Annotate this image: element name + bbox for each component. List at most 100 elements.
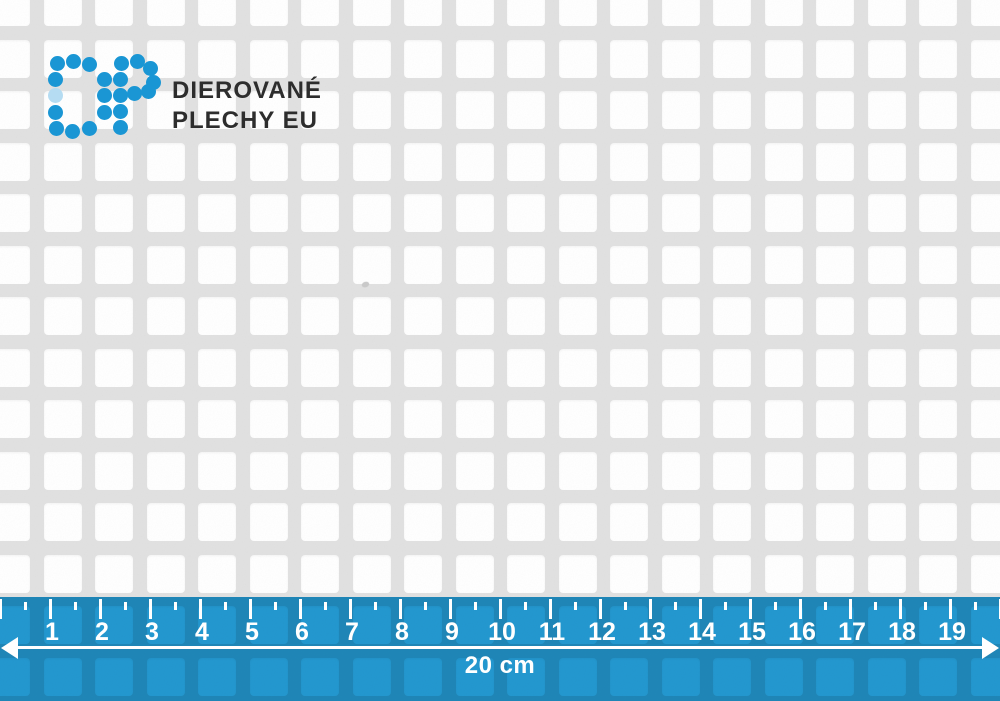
ruler-number: 8	[395, 618, 409, 646]
sheet-hole	[661, 194, 700, 232]
ruler-number: 4	[195, 618, 209, 646]
sheet-hole	[867, 194, 906, 232]
sheet-hole	[352, 503, 391, 541]
sheet-hole	[95, 194, 133, 232]
ruler-number: 2	[95, 618, 109, 646]
logo-dot	[142, 60, 158, 76]
sheet-hole	[816, 0, 854, 26]
ruler-major-tick	[998, 599, 1000, 619]
sheet-hole	[610, 348, 648, 387]
sheet-hole	[95, 142, 133, 181]
logo-dot	[49, 55, 65, 71]
sheet-hole	[352, 0, 391, 26]
sheet-hole	[919, 194, 957, 232]
sheet-hole	[558, 503, 597, 541]
sheet-hole	[816, 142, 854, 181]
sheet-hole	[249, 142, 288, 181]
ruler-number: 12	[588, 618, 616, 646]
logo-dot	[112, 119, 128, 135]
sheet-hole	[661, 297, 700, 335]
sheet-hole	[0, 142, 30, 181]
ruler-major-tick	[548, 599, 552, 619]
ruler-minor-tick	[923, 602, 927, 610]
sheet-hole	[919, 142, 957, 181]
sheet-hole	[661, 503, 700, 541]
sheet-hole	[713, 194, 751, 232]
sheet-hole	[455, 39, 494, 78]
sheet-hole	[198, 554, 236, 593]
sheet-hole	[816, 245, 854, 284]
sheet-hole	[558, 348, 597, 387]
sheet-hole	[919, 451, 957, 490]
sheet-hole	[352, 245, 391, 284]
sheet-hole	[867, 451, 906, 490]
ruler-minor-tick	[423, 602, 427, 610]
sheet-hole	[867, 348, 906, 387]
sheet-hole	[198, 39, 236, 78]
sheet-hole	[713, 0, 751, 26]
sheet-hole	[352, 142, 391, 181]
sheet-hole	[146, 194, 185, 232]
logo-dot	[140, 83, 156, 99]
ruler-number: 10	[488, 618, 516, 646]
ruler-minor-tick	[523, 602, 527, 610]
sheet-hole	[816, 91, 854, 129]
logo-dot	[47, 104, 63, 120]
sheet-hole	[610, 503, 648, 541]
sheet-hole	[301, 39, 339, 78]
sheet-hole	[970, 142, 1000, 181]
arrow-right-icon	[982, 637, 999, 659]
sheet-hole	[919, 245, 957, 284]
sheet-hole	[661, 348, 700, 387]
sheet-hole	[0, 503, 30, 541]
sheet-hole	[404, 0, 442, 26]
sheet-hole	[816, 39, 854, 78]
sheet-hole	[198, 451, 236, 490]
sheet-hole	[249, 400, 288, 438]
sheet-hole	[816, 348, 854, 387]
sheet-hole	[764, 194, 803, 232]
ruler-major-tick	[448, 599, 452, 619]
sheet-hole	[558, 400, 597, 438]
sheet-hole	[352, 39, 391, 78]
sheet-hole	[43, 400, 82, 438]
sheet-hole	[867, 503, 906, 541]
sheet-hole	[610, 297, 648, 335]
ruler-number: 14	[688, 618, 716, 646]
logo-dot	[47, 71, 63, 87]
sheet-hole	[507, 194, 545, 232]
ruler-minor-tick	[323, 602, 327, 610]
logo-dot	[112, 71, 128, 87]
sheet-hole	[713, 142, 751, 181]
sheet-hole	[352, 194, 391, 232]
sheet-hole	[970, 297, 1000, 335]
sheet-hole	[404, 451, 442, 490]
ruler-number: 11	[538, 618, 566, 646]
sheet-hole	[661, 400, 700, 438]
sheet-hole	[507, 39, 545, 78]
sheet-hole	[198, 142, 236, 181]
sheet-hole	[919, 554, 957, 593]
sheet-hole	[919, 39, 957, 78]
ruler-major-tick	[598, 599, 602, 619]
sheet-hole	[764, 142, 803, 181]
sheet-hole	[455, 503, 494, 541]
sheet-hole	[352, 451, 391, 490]
ruler-minor-tick	[873, 602, 877, 610]
sheet-hole	[558, 297, 597, 335]
sheet-hole	[455, 194, 494, 232]
sheet-hole	[610, 400, 648, 438]
ruler-major-tick	[248, 599, 252, 619]
ruler-major-tick	[298, 599, 302, 619]
sheet-hole	[249, 503, 288, 541]
sheet-hole	[301, 503, 339, 541]
ruler-number: 7	[345, 618, 359, 646]
sheet-hole	[764, 39, 803, 78]
ruler-major-tick	[398, 599, 402, 619]
ruler-minor-tick	[123, 602, 127, 610]
sheet-hole	[404, 554, 442, 593]
sheet-hole	[558, 554, 597, 593]
ruler-minor-tick	[273, 602, 277, 610]
sheet-hole	[610, 194, 648, 232]
sheet-hole	[301, 297, 339, 335]
